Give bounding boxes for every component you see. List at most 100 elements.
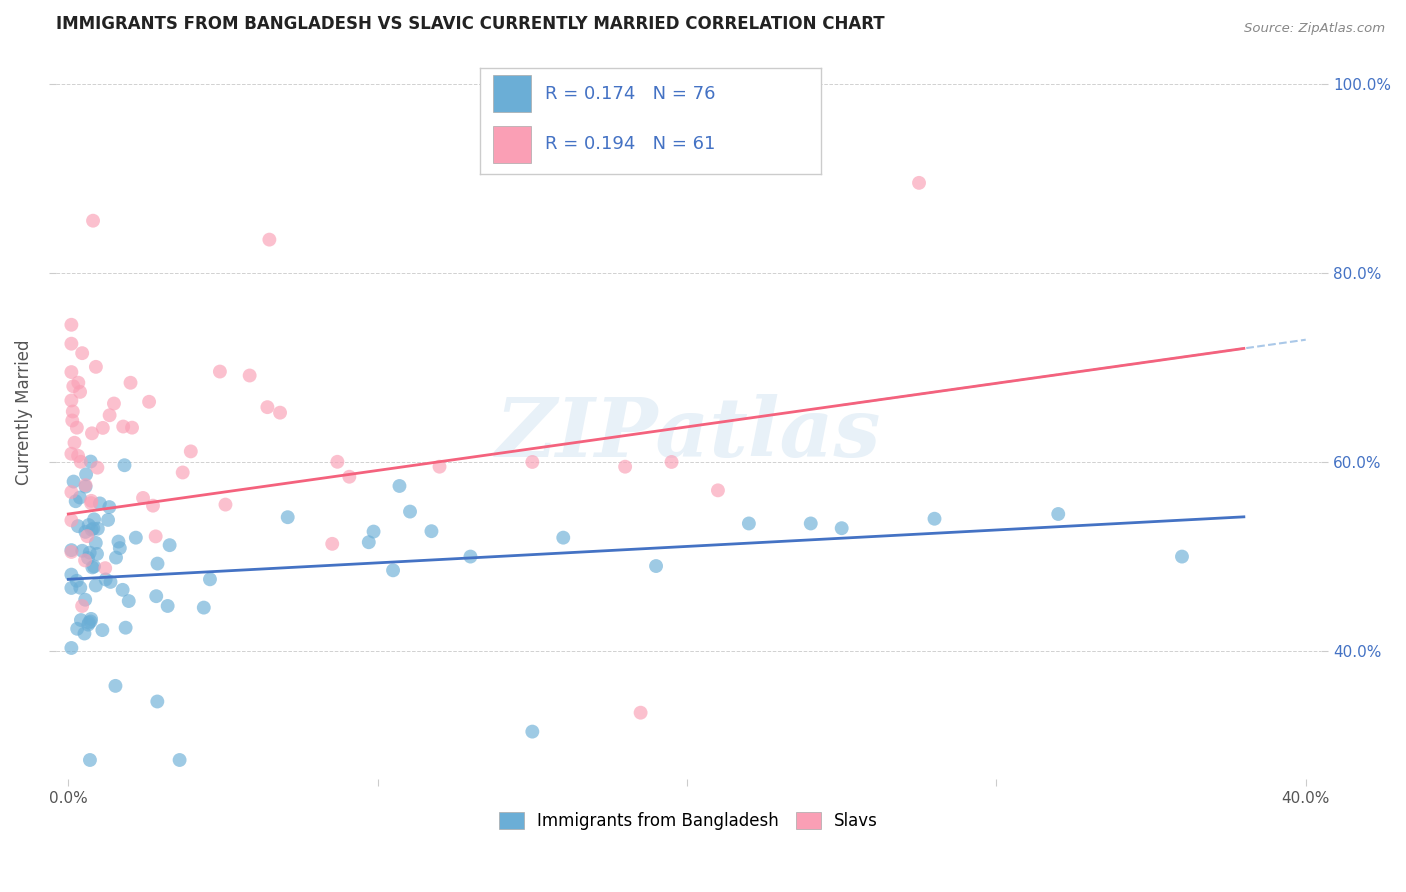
Point	[363, 524, 385, 539]
Point	[108, 541, 131, 555]
Text: ZIPatlas: ZIPatlas	[496, 394, 882, 475]
Point	[76, 529, 98, 543]
Point	[91, 623, 114, 637]
Point	[522, 724, 544, 739]
Point	[1047, 507, 1070, 521]
Point	[84, 536, 107, 550]
Point	[60, 640, 83, 655]
Point	[69, 455, 91, 469]
Point	[80, 496, 103, 510]
Point	[79, 615, 101, 629]
Point	[66, 420, 89, 434]
Point	[67, 376, 90, 390]
Point	[831, 521, 853, 535]
Point	[645, 559, 668, 574]
Point	[80, 612, 103, 626]
Point	[114, 621, 136, 635]
Point	[83, 559, 105, 574]
Point	[60, 413, 83, 427]
Point	[80, 426, 103, 441]
Point	[60, 581, 83, 595]
Point	[94, 561, 117, 575]
Point	[75, 524, 97, 539]
Point	[112, 419, 135, 434]
Point	[357, 535, 380, 549]
Point	[82, 521, 104, 535]
Point	[60, 365, 83, 379]
Point	[382, 563, 405, 577]
Point	[132, 491, 155, 505]
Point	[60, 485, 83, 500]
Point	[522, 455, 544, 469]
Point	[214, 498, 236, 512]
Point	[66, 574, 89, 588]
Point	[70, 613, 93, 627]
Point	[60, 543, 83, 558]
Point	[269, 406, 291, 420]
Point	[156, 599, 179, 613]
Point	[86, 547, 108, 561]
Point	[259, 233, 281, 247]
Point	[82, 560, 104, 574]
Point	[79, 546, 101, 560]
Point	[77, 551, 100, 566]
Point	[98, 409, 121, 423]
Point	[321, 537, 343, 551]
Point	[91, 421, 114, 435]
Point	[79, 753, 101, 767]
Point	[60, 567, 83, 582]
Point	[125, 531, 148, 545]
Point	[707, 483, 730, 498]
Point	[169, 753, 191, 767]
Point	[82, 213, 104, 227]
Point	[84, 359, 107, 374]
Point	[145, 589, 167, 603]
Point	[66, 519, 89, 533]
Point	[159, 538, 181, 552]
Point	[83, 512, 105, 526]
Point	[97, 513, 120, 527]
Point	[337, 469, 360, 483]
Point	[146, 557, 169, 571]
Point	[614, 459, 637, 474]
Point	[62, 379, 84, 393]
Point	[94, 573, 117, 587]
Point	[66, 622, 89, 636]
Point	[172, 466, 194, 480]
Point	[800, 516, 823, 531]
Point	[60, 336, 83, 351]
Text: Source: ZipAtlas.com: Source: ZipAtlas.com	[1244, 22, 1385, 36]
Point	[100, 574, 122, 589]
Point	[256, 400, 278, 414]
Point	[77, 617, 100, 632]
Point	[79, 454, 101, 468]
Point	[142, 499, 165, 513]
Point	[60, 545, 83, 559]
Point	[77, 518, 100, 533]
Point	[69, 581, 91, 595]
Point	[70, 599, 93, 613]
Point	[118, 594, 141, 608]
Point	[193, 600, 215, 615]
Point	[553, 531, 575, 545]
Point	[277, 510, 299, 524]
Point	[208, 365, 231, 379]
Point	[73, 626, 96, 640]
Point	[80, 493, 103, 508]
Point	[105, 550, 128, 565]
Point	[326, 455, 349, 469]
Point	[65, 494, 87, 508]
Point	[60, 393, 83, 408]
Point	[114, 458, 136, 473]
Point	[84, 578, 107, 592]
Point	[60, 447, 83, 461]
Point	[429, 459, 451, 474]
Text: IMMIGRANTS FROM BANGLADESH VS SLAVIC CURRENTLY MARRIED CORRELATION CHART: IMMIGRANTS FROM BANGLADESH VS SLAVIC CUR…	[56, 15, 884, 33]
Point	[62, 475, 84, 489]
Legend: Immigrants from Bangladesh, Slavs: Immigrants from Bangladesh, Slavs	[492, 805, 884, 837]
Y-axis label: Currently Married: Currently Married	[15, 340, 32, 485]
Point	[86, 460, 108, 475]
Point	[399, 505, 422, 519]
Point	[60, 318, 83, 332]
Point	[121, 420, 143, 434]
